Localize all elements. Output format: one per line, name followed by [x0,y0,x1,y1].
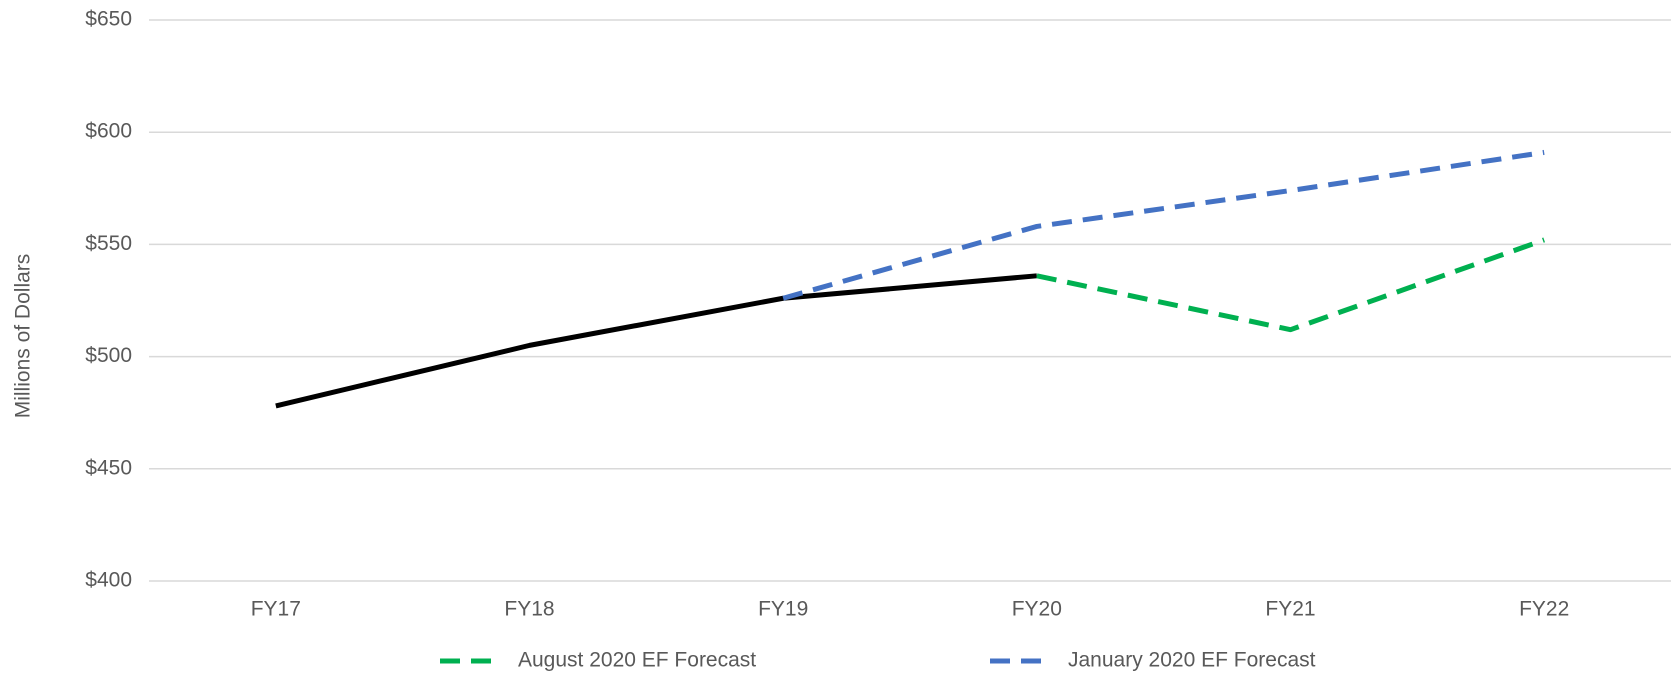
y-axis-label: Millions of Dollars [12,254,35,419]
x-tick-label: FY21 [1265,598,1315,621]
y-tick-label: $450 [85,456,132,479]
y-tick-label: $650 [85,8,132,31]
y-tick-label: $550 [85,232,132,255]
legend-label: August 2020 EF Forecast [518,649,756,672]
y-tick-label: $500 [85,344,132,367]
series-line [1036,237,1546,333]
x-tick-label: FY20 [1012,598,1062,621]
series-line [782,149,1545,301]
y-tick-label: $400 [85,569,132,592]
x-tick-label: FY22 [1519,598,1569,621]
series-line [275,273,1038,409]
x-tick-label: FY19 [758,598,808,621]
legend-label: January 2020 EF Forecast [1068,649,1316,672]
x-tick-label: FY17 [251,598,301,621]
x-tick-label: FY18 [504,598,554,621]
y-tick-label: $600 [85,120,132,143]
